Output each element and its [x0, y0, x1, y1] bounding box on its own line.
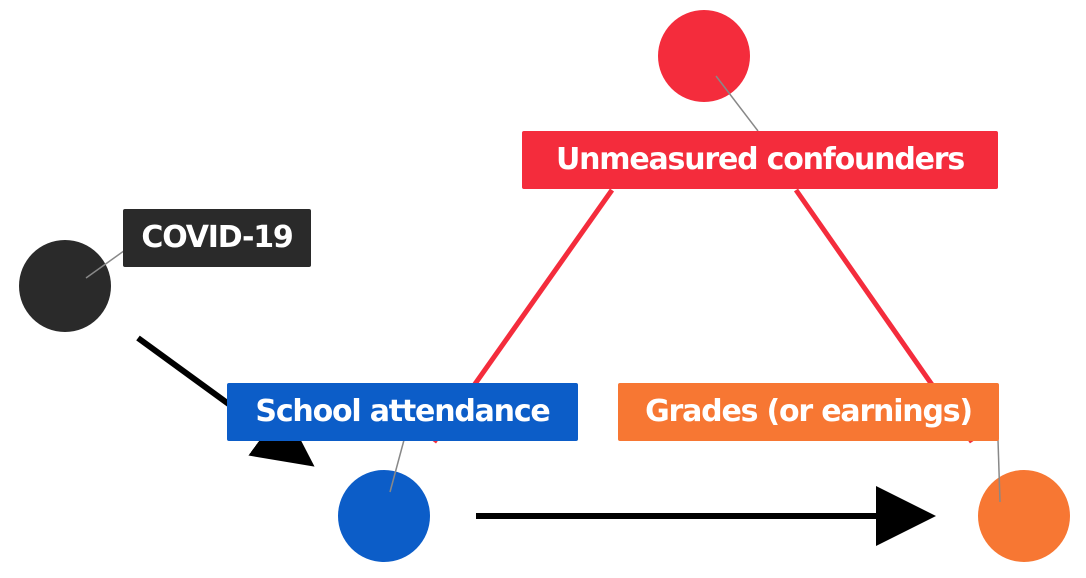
grades-label: Grades (or earnings) [618, 383, 999, 441]
leader-line-grades [997, 439, 1001, 503]
confounders-label: Unmeasured confounders [522, 131, 998, 189]
node-school-attendance [338, 470, 430, 562]
node-grades [978, 470, 1070, 562]
node-confounders [658, 10, 750, 102]
leader-line-school [389, 439, 405, 493]
node-covid [19, 240, 111, 332]
leader-line-covid [85, 247, 129, 279]
covid-label: COVID-19 [123, 209, 311, 267]
leader-line-confounders [715, 75, 759, 132]
school-attendance-label: School attendance [227, 383, 578, 441]
